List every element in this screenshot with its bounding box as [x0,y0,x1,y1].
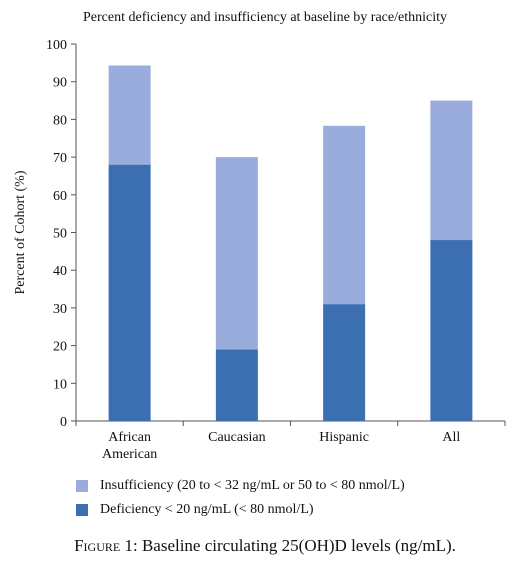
y-axis-title: Percent of Cohort (%) [13,170,28,294]
bar-insufficiency [108,65,151,165]
legend-swatch-deficiency [76,504,88,516]
figure-caption: Figure 1: Baseline circulating 25(OH)D l… [74,536,456,555]
y-tick-label: 80 [53,113,67,128]
y-tick-label: 100 [46,38,67,53]
y-tick-label: 90 [53,76,67,91]
x-tick-label: African American [102,430,157,462]
y-tick-label: 20 [53,340,67,355]
legend-item-deficiency: Deficiency < 20 ng/mL (< 80 nmol/L) [76,498,405,522]
chart-plot: 0 10 20 30 40 50 60 70 80 90 100 Percent of Cohort … [13,38,506,462]
legend-label-insufficiency: Insufficiency (20 to < 32 ng/mL or 50 to… [100,478,405,493]
y-tick-label: 70 [53,151,67,166]
y-tick-label: 0 [60,415,67,430]
x-tick-label: Hispanic [319,430,369,445]
y-tick-label: 10 [53,377,67,392]
y-tick-label: 50 [53,227,67,242]
x-tick-label: Caucasian [208,430,266,445]
y-tick-label: 40 [53,264,67,279]
chart-title: Percent deficiency and insufficiency at … [83,10,447,25]
legend-item-insufficiency: Insufficiency (20 to < 32 ng/mL or 50 to… [76,474,405,498]
bar-insufficiency [215,157,258,350]
bar-insufficiency [323,125,366,305]
bar-deficiency [108,164,151,421]
y-tick-label: 60 [53,189,67,204]
bar-deficiency [430,240,473,421]
bar-deficiency [215,349,258,421]
bar-deficiency [323,304,366,421]
legend-label-deficiency: Deficiency < 20 ng/mL (< 80 nmol/L) [100,502,314,517]
legend-swatch-insufficiency [76,480,88,492]
bar-insufficiency [430,100,473,241]
legend: Insufficiency (20 to < 32 ng/mL or 50 to… [76,474,405,522]
x-tick-label: All [442,430,460,445]
y-tick-label: 30 [53,302,67,317]
